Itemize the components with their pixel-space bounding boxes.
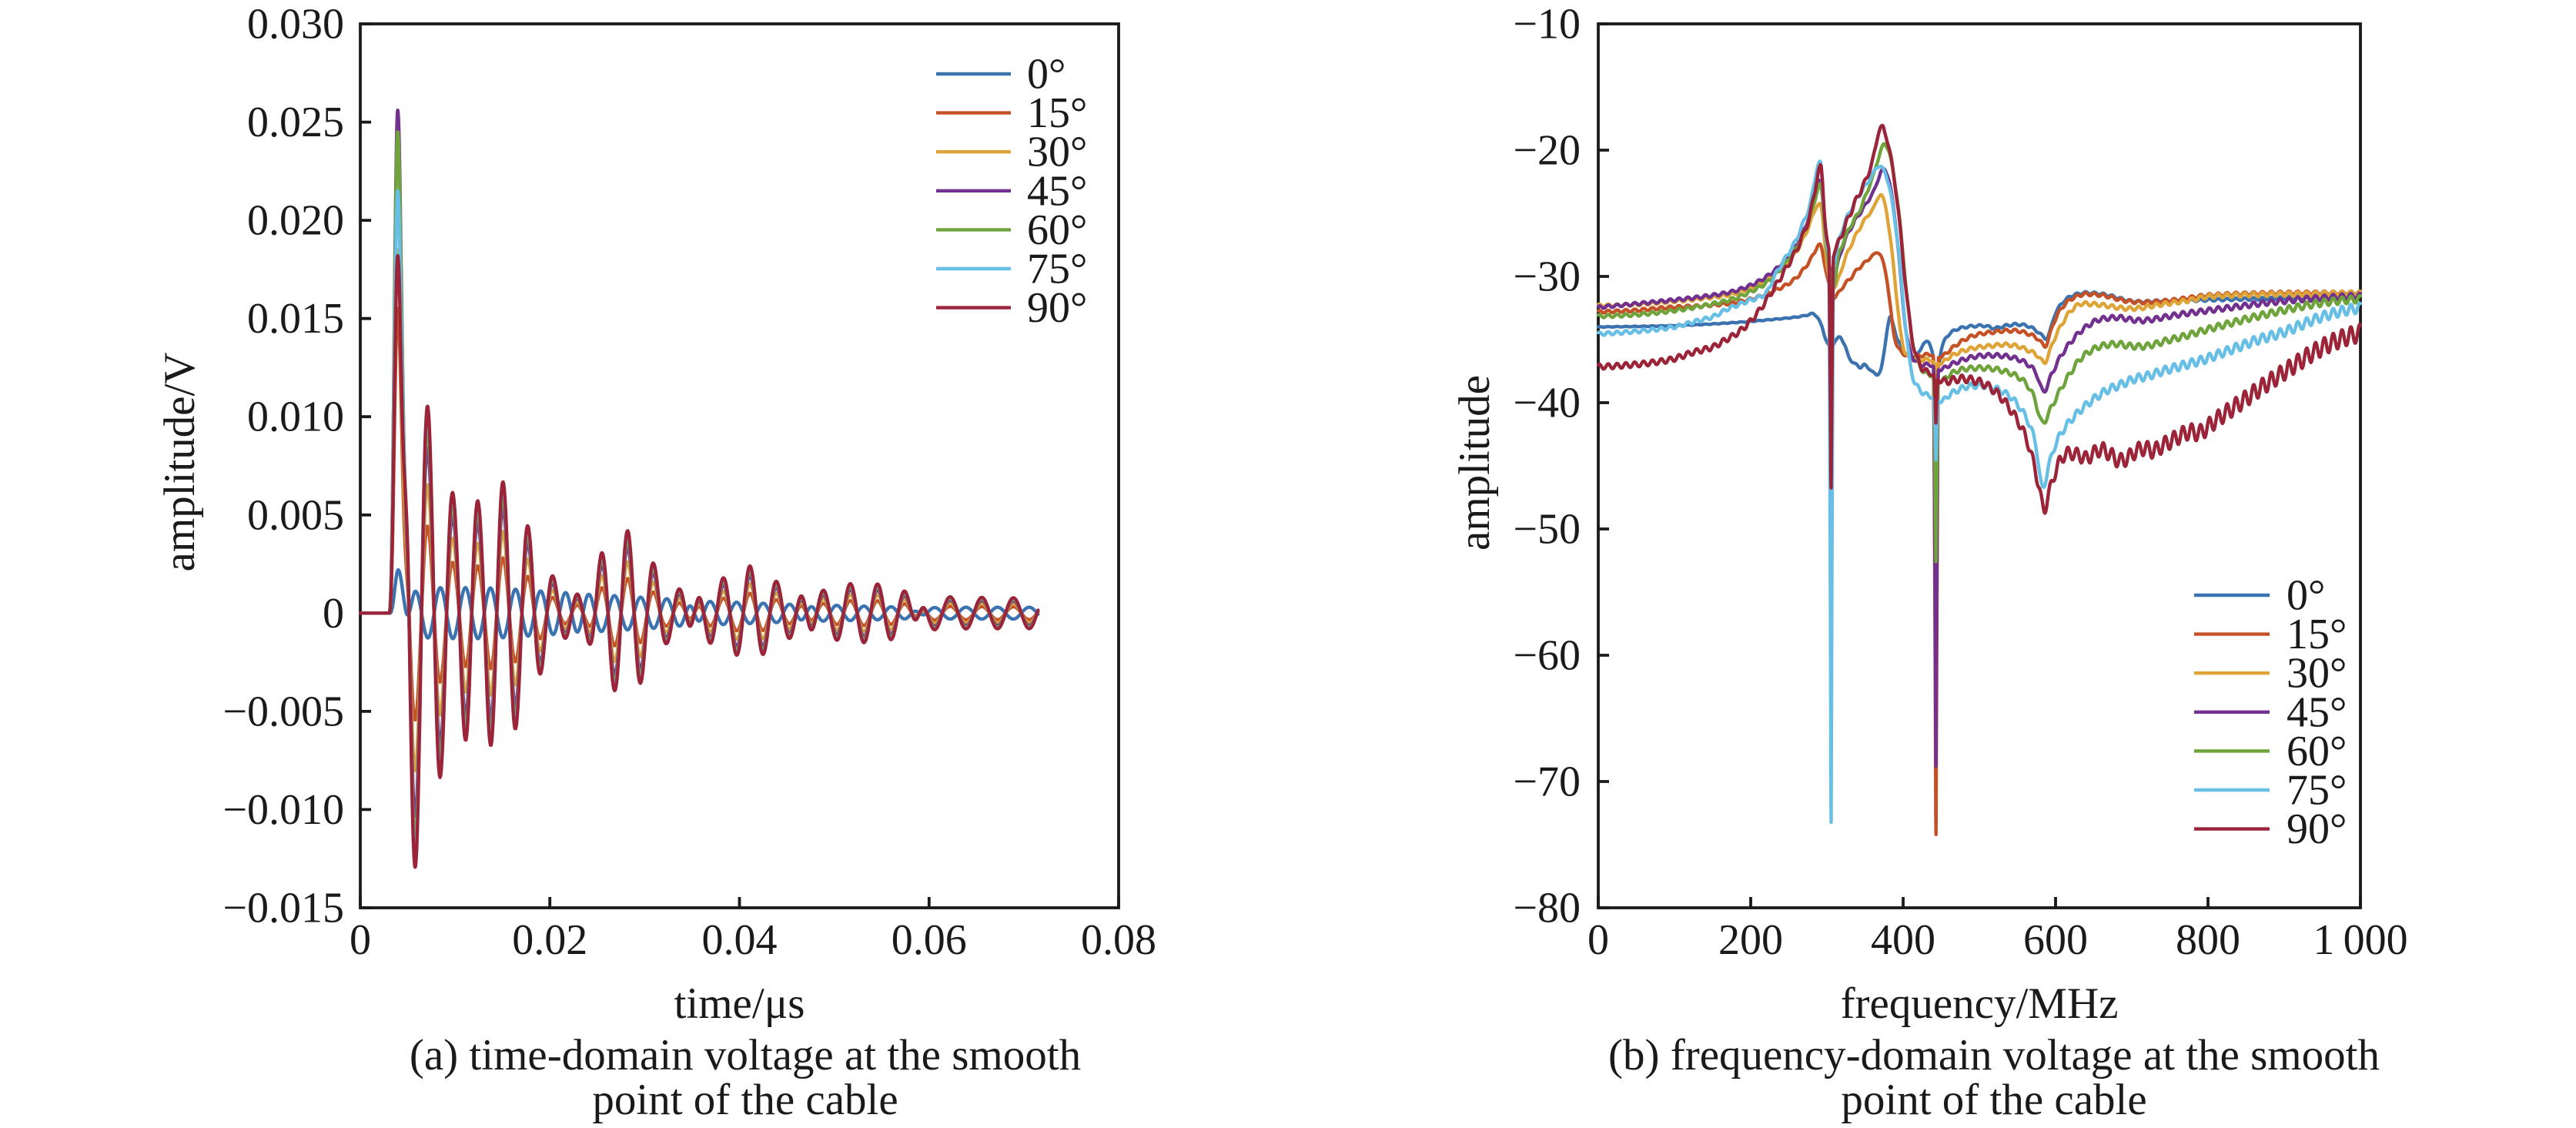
svg-text:45°: 45° <box>1027 167 1087 215</box>
svg-text:400: 400 <box>1871 916 1935 964</box>
svg-text:−20: −20 <box>1513 127 1581 175</box>
svg-text:point of the cable: point of the cable <box>592 1076 898 1124</box>
svg-text:0.025: 0.025 <box>247 99 344 146</box>
svg-text:−80: −80 <box>1513 885 1581 932</box>
svg-text:0.02: 0.02 <box>512 916 587 964</box>
svg-text:−70: −70 <box>1513 758 1581 806</box>
svg-text:−40: −40 <box>1513 380 1581 427</box>
svg-text:600: 600 <box>2023 916 2088 964</box>
svg-text:15°: 15° <box>2287 611 2347 658</box>
svg-text:(a) time-domain voltage at the: (a) time-domain voltage at the smooth <box>410 1031 1081 1079</box>
svg-text:−0.010: −0.010 <box>222 786 344 834</box>
svg-text:amplitude/V: amplitude/V <box>156 353 204 572</box>
svg-text:0°: 0° <box>1027 51 1066 99</box>
svg-text:0.06: 0.06 <box>892 916 967 964</box>
svg-text:−10: −10 <box>1513 1 1581 49</box>
svg-text:45°: 45° <box>2287 688 2347 736</box>
svg-text:0: 0 <box>323 590 344 638</box>
svg-text:0.005: 0.005 <box>247 491 344 539</box>
svg-text:75°: 75° <box>2287 767 2347 815</box>
svg-text:30°: 30° <box>2287 650 2347 698</box>
svg-text:−60: −60 <box>1513 632 1581 680</box>
svg-text:amplitude: amplitude <box>1450 375 1499 551</box>
svg-text:0.08: 0.08 <box>1081 916 1156 964</box>
svg-text:1 000: 1 000 <box>2313 916 2407 964</box>
svg-text:75°: 75° <box>1027 246 1087 293</box>
svg-text:60°: 60° <box>1027 206 1087 254</box>
svg-text:0.030: 0.030 <box>247 1 344 49</box>
svg-text:−50: −50 <box>1513 506 1581 554</box>
svg-text:0.04: 0.04 <box>702 916 778 964</box>
svg-text:frequency/MHz: frequency/MHz <box>1841 979 2119 1028</box>
svg-text:0: 0 <box>1587 916 1609 964</box>
svg-text:0.010: 0.010 <box>247 393 344 441</box>
svg-text:60°: 60° <box>2287 728 2347 775</box>
svg-text:(b) frequency-domain voltage a: (b) frequency-domain voltage at the smoo… <box>1608 1031 2380 1079</box>
svg-text:−30: −30 <box>1513 253 1581 301</box>
svg-text:800: 800 <box>2176 916 2240 964</box>
svg-text:0.015: 0.015 <box>247 295 344 343</box>
svg-text:0: 0 <box>350 916 371 964</box>
svg-text:90°: 90° <box>2287 805 2347 853</box>
svg-text:−0.005: −0.005 <box>222 688 344 735</box>
svg-text:−0.015: −0.015 <box>222 885 344 932</box>
svg-text:30°: 30° <box>1027 129 1087 176</box>
svg-text:200: 200 <box>1718 916 1783 964</box>
svg-text:90°: 90° <box>1027 284 1087 332</box>
svg-text:15°: 15° <box>1027 89 1087 137</box>
svg-text:0.020: 0.020 <box>247 197 344 245</box>
svg-text:0°: 0° <box>2287 572 2325 620</box>
svg-text:point of the cable: point of the cable <box>1841 1076 2146 1124</box>
svg-text:time/μs: time/μs <box>674 979 805 1028</box>
